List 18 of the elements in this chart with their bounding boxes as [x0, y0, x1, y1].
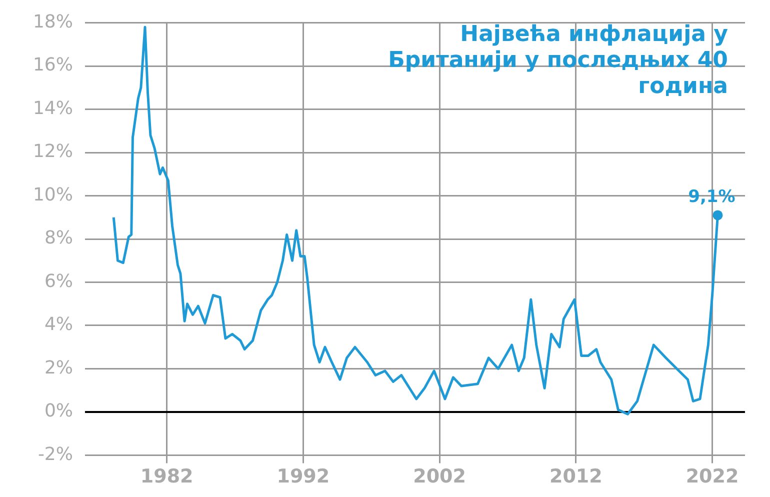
y-tick-label: 4%	[44, 314, 73, 336]
x-tick-label: 1982	[140, 466, 194, 488]
y-tick-label: 0%	[44, 400, 73, 422]
x-tick-label: 2022	[686, 466, 739, 488]
x-tick-label: 2002	[413, 466, 466, 488]
y-tick-label: 18%	[32, 11, 73, 32]
y-tick-label: 6%	[44, 270, 73, 292]
y-tick-label: 12%	[32, 141, 73, 162]
x-tick-label: 2012	[549, 466, 602, 488]
text: Највећа инфлација у Британији у последњих 40 година	[387, 22, 728, 100]
y-tick-label: 8%	[44, 228, 73, 249]
y-tick-label: 10%	[32, 184, 73, 206]
x-tick-label: 1992	[276, 466, 330, 488]
y-tick-label: -2%	[38, 444, 73, 465]
y-tick-label: 14%	[32, 98, 73, 119]
data-label: 9,1%	[688, 187, 736, 208]
y-tick-label: 16%	[32, 54, 73, 76]
y-tick-label: 2%	[44, 357, 73, 378]
